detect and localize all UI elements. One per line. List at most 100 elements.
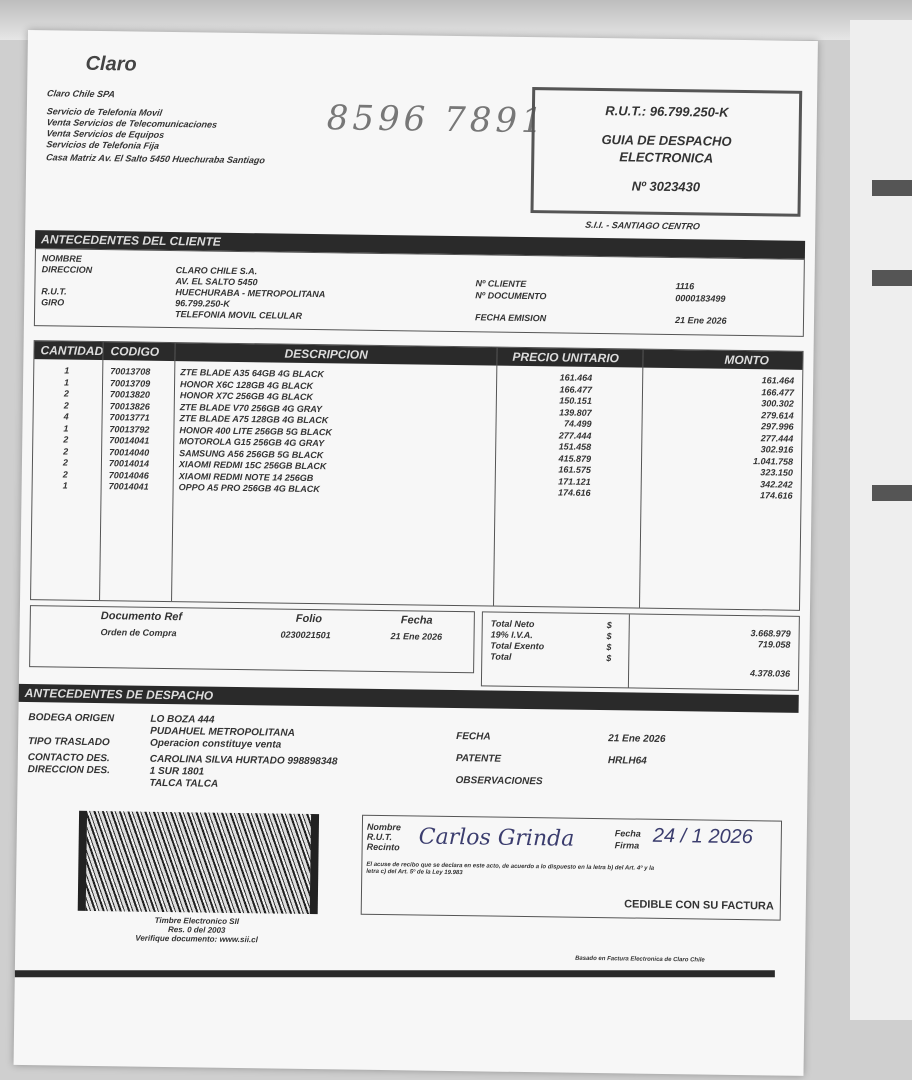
receipt-box: Nombre R.U.T. Recinto Carlos Grinda Fech… [360,814,783,921]
strip [872,270,912,286]
value: HRLH64 [607,755,647,767]
item-price: 150.151 [559,395,592,406]
value-total: 4.378.036 [749,668,791,679]
item-amount: 323.150 [760,467,793,478]
item-code: 70013709 [110,377,151,389]
doc-title-2: ELECTRONICA [619,149,714,166]
item-amount: 302.916 [760,444,794,455]
value: TELEFONIA MOVIL CELULAR [174,309,303,321]
dispatch-guide-document: Claro Claro Chile SPA Servicio de Telefo… [13,30,818,1076]
client-right-values: 1116 0000183499 21 Ene 2026 [675,280,727,327]
sii-office: S.I.I. - SANTIAGO CENTRO [584,219,701,232]
label: R.U.T. [366,831,393,843]
dispatch-labels: BODEGA ORIGEN TIPO TRASLADO CONTACTO DES… [28,712,115,777]
pdf417-barcode [77,810,320,915]
receipt-labels: Nombre R.U.T. Recinto [367,822,401,852]
label-firma: Firma [614,840,640,851]
item-price: 139.807 [559,406,592,418]
item-amount: 1.041.758 [752,455,794,467]
col-divider [638,349,644,608]
handwritten-name: Carlos Grinda [418,824,575,852]
item-code: 70014046 [108,469,149,481]
item-amount: 174.616 [759,490,793,501]
label-direccion: DIRECCION [41,264,93,275]
value: 0000183499 [675,293,726,304]
currency: $ [606,620,612,631]
issuer-line: Claro Chile SPA [46,88,116,100]
label: TIPO TRASLADO [27,736,110,749]
item-qty: 2 [63,434,69,445]
label-total: Total [490,651,512,662]
dispatch-right-values: 21 Ene 2026 HRLH64 [608,728,666,773]
ref-header-date: Fecha [400,614,433,627]
currency: $ [606,631,612,642]
item-qty: 2 [62,457,69,468]
client-section: NOMBRE DIRECCION R.U.T. GIRO CLARO CHILE… [33,248,805,337]
item-code: 70014040 [109,446,150,458]
date-sign-labels: Fecha Firma [615,827,641,851]
item-code: 70014014 [108,458,150,469]
item-code: 70013826 [109,400,150,412]
ref-header-folio: Folio [295,612,323,626]
value: TALCA TALCA [149,777,219,790]
item-desc: OPPO A5 PRO 256GB 4G BLACK [178,482,320,495]
totals-values: 3.668.979 719.058 4.378.036 [750,628,791,680]
client-header: ANTECEDENTES DEL CLIENTE [40,232,221,249]
label: BODEGA ORIGEN [28,712,115,725]
dispatch-values: LO BOZA 444 PUDAHUEL METROPOLITANA Opera… [149,714,338,793]
strip [872,180,912,196]
strip [872,485,912,501]
issuer-line: Casa Matriz Av. El Salto 5450 Huechuraba… [45,152,266,166]
currency: $ [606,642,612,653]
totals-section: Total Neto 19% I.V.A. Total Exento Total… [480,611,800,691]
label-giro: GIRO [41,297,65,308]
label: DIRECCION DES. [27,764,110,777]
item-amount: 277.444 [760,432,794,444]
item-price: 161.575 [558,464,591,475]
item-code: 70013792 [109,423,150,435]
ref-header-doc: Documento Ref [100,610,183,624]
item-code: 70013771 [109,412,150,423]
item-qty: 1 [63,423,69,434]
item-amount: 300.302 [761,398,794,409]
doc-number: Nº 3023430 [631,178,701,195]
item-code: 70014041 [108,481,149,492]
value: 21 Ene 2026 [674,315,727,326]
item-price: 151.458 [558,441,592,452]
legal-text: El acuse de recibo que se declara en est… [366,861,655,877]
items-header-bar: CANTIDAD CODIGO DESCRIPCION PRECIO UNITA… [34,341,803,370]
col-header-qty: CANTIDAD [40,343,104,359]
label: PATENTE [455,753,502,765]
label: Nº DOCUMENTO [475,290,547,302]
client-values: CLARO CHILE S.A. AV. EL SALTO 5450 HUECH… [175,265,326,322]
label-iva: 19% I.V.A. [490,629,533,641]
totals-labels: Total Neto 19% I.V.A. Total Exento Total [490,619,544,664]
label-fecha: Fecha [614,828,641,839]
rut: R.U.T.: 96.799.250-K [605,103,729,120]
reference-section: Documento Ref Folio Fecha Orden de Compr… [29,605,475,674]
value: Operacion constituye venta [149,737,282,751]
col-divider [493,347,498,606]
label: Nº CLIENTE [475,278,527,289]
issuer-line: Servicio de Telefonia Movil [46,106,163,118]
label-exempt: Total Exento [490,640,545,652]
col-header-description: DESCRIPCION [284,346,368,362]
col-divider [99,342,104,601]
dispatch-header: ANTECEDENTES DE DESPACHO [24,686,214,703]
col-divider [627,614,630,688]
client-labels: NOMBRE DIRECCION R.U.T. GIRO [41,253,92,309]
item-amount: 161.464 [761,375,795,386]
label: Recinto [366,841,400,853]
label: FECHA [456,731,491,743]
item-price: 174.616 [557,487,591,498]
issuer-line: Servicios de Telefonia Fija [45,139,160,151]
item-qty: 1 [64,377,70,388]
item-qty: 2 [63,446,69,457]
ref-date: 21 Ene 2026 [390,631,443,642]
item-qty: 2 [63,400,69,411]
client-right-labels: Nº CLIENTE Nº DOCUMENTO FECHA EMISION [475,277,547,324]
item-amount: 166.477 [761,386,795,398]
barcode-caption: Timbre Electronico SII Res. 0 del 2003 V… [135,916,258,944]
col-header-amount: MONTO [724,352,770,368]
currency: $ [606,653,612,664]
